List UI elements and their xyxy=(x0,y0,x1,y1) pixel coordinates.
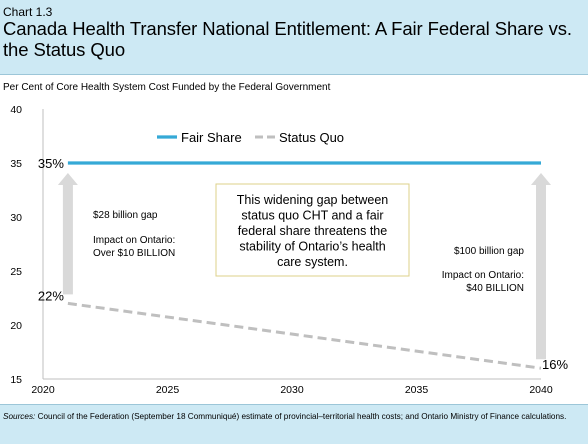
gap-arrow-right xyxy=(531,173,551,360)
x-tick-label: 2040 xyxy=(529,384,553,396)
y-tick-label: 25 xyxy=(10,266,22,278)
right-impact-label: Impact on Ontario: xyxy=(442,270,524,281)
callout-box xyxy=(215,183,410,277)
legend-label-fair-share: Fair Share xyxy=(181,130,242,145)
header-band xyxy=(0,0,588,74)
left-impact-label: Impact on Ontario: xyxy=(93,235,175,246)
y-tick-label: 30 xyxy=(10,212,22,224)
chart-number: Chart 1.3 xyxy=(3,5,53,19)
footer-band xyxy=(0,405,588,444)
y-tick-label: 40 xyxy=(10,104,22,116)
gap-arrow-left xyxy=(57,173,78,295)
x-tick-label: 2025 xyxy=(156,384,180,396)
x-tick-label: 2020 xyxy=(31,384,55,396)
callout-text-line: federal share threatens the xyxy=(238,224,387,238)
left-gap-label: $28 billion gap xyxy=(93,210,158,221)
y-tick-label: 20 xyxy=(10,320,22,332)
label-16-percent: 16% xyxy=(542,357,568,372)
sources-label: Sources: xyxy=(3,412,36,421)
callout-text-line: care system. xyxy=(277,255,348,269)
y-tick-label: 35 xyxy=(10,158,22,170)
callout-text-line: This widening gap between xyxy=(237,193,389,207)
footer-divider xyxy=(0,404,588,405)
right-impact-value: $40 BILLION xyxy=(466,283,524,294)
x-tick-label: 2035 xyxy=(405,384,429,396)
legend-label-status-quo: Status Quo xyxy=(279,130,344,145)
left-impact-value: Over $10 BILLION xyxy=(93,248,175,259)
callout-text-line: stability of Ontario’s health xyxy=(239,240,385,254)
label-22-percent: 22% xyxy=(38,288,64,303)
status-quo-line xyxy=(67,301,542,370)
sources-text: Council of the Federation (September 18 … xyxy=(37,412,567,421)
chart-title: Canada Health Transfer National Entitlem… xyxy=(3,18,572,60)
header-divider xyxy=(0,74,588,75)
label-35-percent: 35% xyxy=(38,156,64,171)
y-tick-label: 15 xyxy=(10,374,22,386)
chart-subtitle: Per Cent of Core Health System Cost Fund… xyxy=(3,82,331,93)
sources-note: Sources: Council of the Federation (Sept… xyxy=(3,411,583,422)
x-tick-label: 2030 xyxy=(280,384,304,396)
right-gap-label: $100 billion gap xyxy=(454,246,524,257)
callout-text-line: status quo CHT and a fair xyxy=(241,209,383,223)
